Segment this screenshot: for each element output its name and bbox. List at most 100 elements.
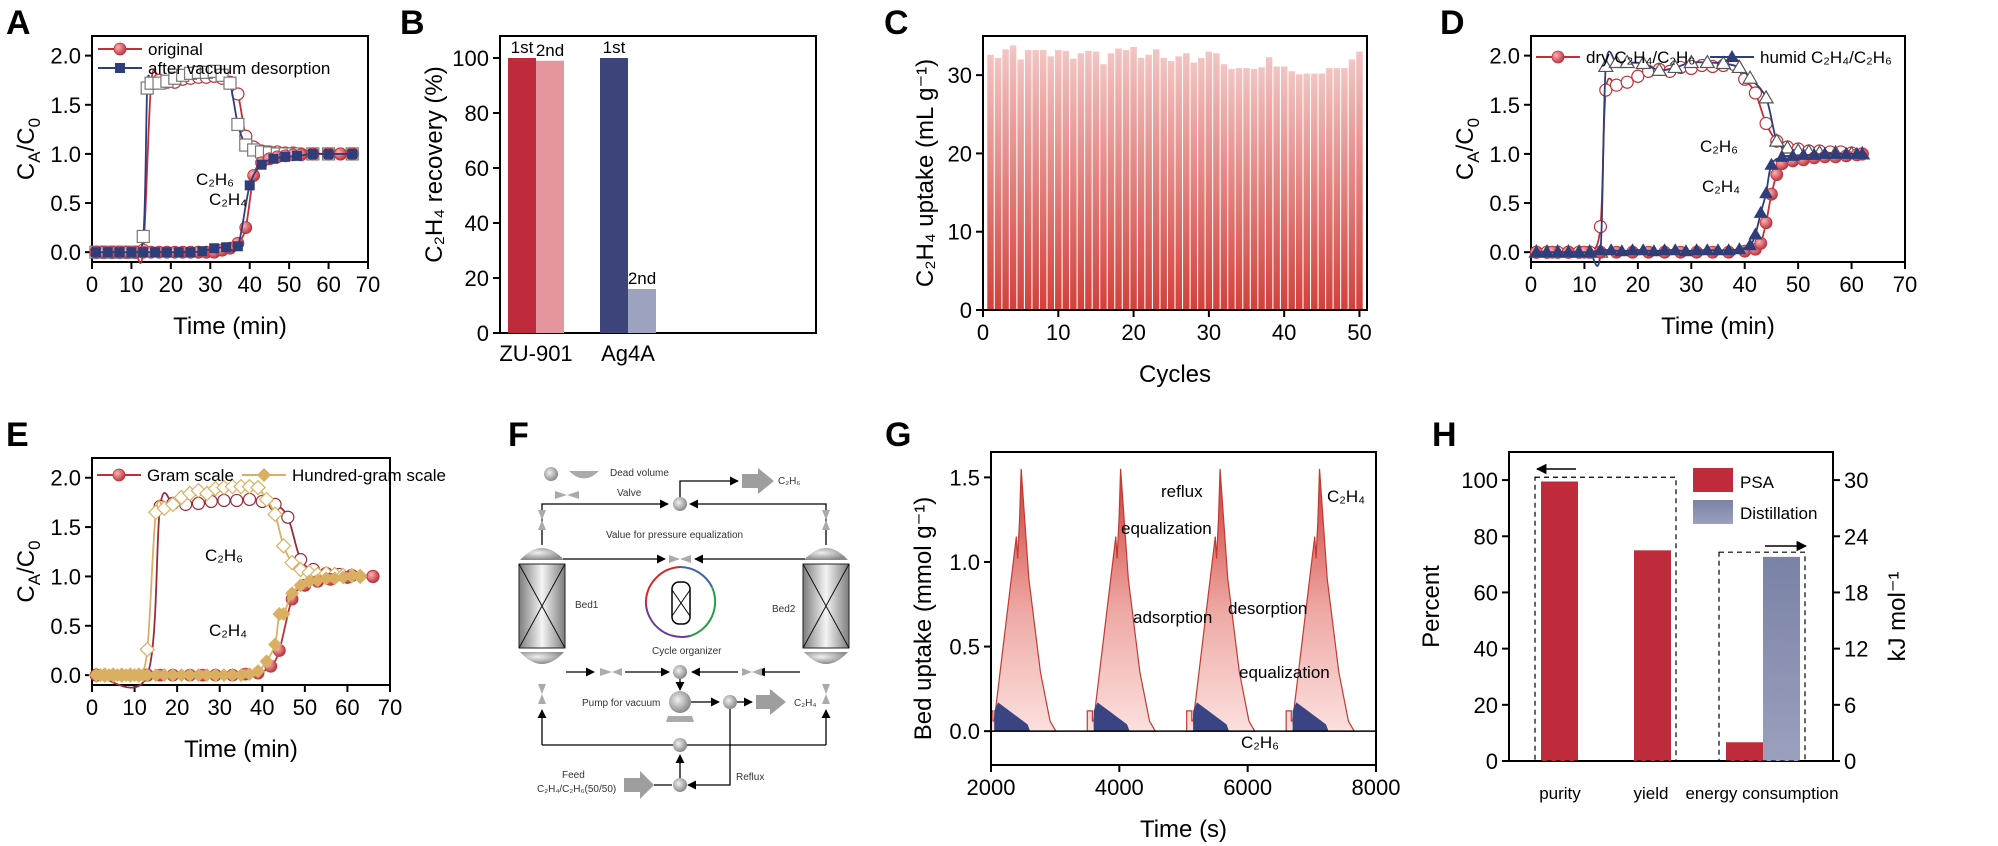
panel-f-psa-process-diagram: Dead volume Valve C₂H₆ Value for pressur…	[518, 467, 850, 799]
x-tick-label: 10	[119, 272, 143, 297]
data-point	[353, 569, 368, 584]
annotation-equalization-top: equalization	[1121, 519, 1212, 538]
y-tick-label: 0.5	[50, 614, 81, 639]
panel-e-scale-chart: 0 10 20 30 40 50 60 70 0.0 0.5 1.0 1.5 2.0 CA/C0 Time …	[13, 457, 446, 763]
bar	[1198, 57, 1205, 310]
bar	[1085, 50, 1092, 310]
bar	[1100, 64, 1107, 310]
data-point	[1759, 216, 1773, 230]
data-point	[1668, 243, 1683, 256]
data-point	[148, 668, 163, 683]
data-point	[173, 247, 184, 258]
data-point	[366, 570, 380, 583]
x-tick-label: 50	[293, 695, 317, 720]
x-tick-label: 40	[1732, 272, 1756, 297]
bar	[1160, 57, 1167, 310]
y-tick-label: 2.0	[50, 466, 81, 491]
label-c2h6-out: C₂H₆	[778, 476, 800, 487]
legend-swatch-distillation	[1693, 500, 1733, 524]
c2h4-cycle-area	[991, 468, 1057, 732]
annotation-adsorption: adsorption	[1133, 608, 1212, 627]
bar	[1220, 64, 1228, 310]
x-tick-label: 0	[86, 272, 98, 297]
x-tick-label: 40	[237, 272, 261, 297]
annotation-c2h4: C₂H₄	[209, 621, 247, 640]
x-tick-label: 0	[86, 695, 98, 720]
cycle-organizer-icon	[671, 581, 691, 625]
bar	[1070, 58, 1077, 311]
annotation-c2h6: C₂H₆	[1700, 137, 1738, 156]
x-tick-label: 4000	[1095, 775, 1144, 800]
y-tick-label: 100	[452, 46, 489, 71]
data-point	[140, 668, 155, 683]
x-tick-label: 20	[165, 695, 189, 720]
data-point	[231, 117, 245, 132]
x-tick-label: 20	[1626, 272, 1650, 297]
plot-frame	[91, 35, 369, 263]
data-point	[1646, 244, 1661, 257]
bar	[1039, 50, 1047, 310]
data-point	[1779, 139, 1796, 154]
label-pressure-equalization: Value for pressure equalization	[606, 530, 743, 541]
y-right-tick-label: 12	[1844, 637, 1868, 662]
data-point	[259, 654, 274, 669]
data-point	[1758, 89, 1775, 104]
x-tick-label: 2000	[967, 775, 1016, 800]
data-point	[1753, 205, 1768, 218]
y-tick-label: 1.5	[50, 93, 81, 118]
data-point	[1807, 147, 1822, 160]
c2h6-output-arrow-icon	[742, 468, 774, 494]
data-point	[102, 247, 113, 258]
dashed-group-left	[1534, 476, 1677, 762]
y-tick-label: 40	[465, 211, 489, 236]
y-tick-label: 0.0	[949, 719, 980, 744]
panel-letter-c: C	[884, 4, 909, 42]
bar-data-label: 2nd	[628, 269, 656, 288]
plot-area	[991, 468, 1376, 732]
bar	[1167, 61, 1175, 311]
y-tick-label: 10	[948, 220, 972, 245]
data-point	[347, 148, 358, 159]
data-point	[267, 506, 283, 523]
data-point	[1635, 55, 1652, 70]
data-point	[1759, 116, 1773, 131]
annotation-c2h4: C₂H₄	[209, 190, 247, 209]
data-point	[1775, 149, 1790, 162]
y-tick-label: 0.0	[50, 663, 81, 688]
junction-top-icon	[673, 497, 687, 511]
data-point	[281, 510, 295, 524]
data-point	[1572, 245, 1587, 258]
y-tick-label: 0.5	[1489, 191, 1520, 216]
bar	[987, 54, 994, 310]
data-point	[1759, 186, 1774, 199]
bar	[1311, 73, 1318, 310]
data-point	[250, 479, 266, 496]
panel-letter-d: D	[1440, 4, 1465, 42]
bar	[1107, 53, 1115, 310]
data-point	[323, 148, 334, 159]
legend-label-0: dry C₂H₄/C₂H₆	[1586, 48, 1695, 67]
x-axis-label: Cycles	[1139, 361, 1211, 388]
plot-frame	[1530, 35, 1906, 263]
y-right-tick-label: 0	[1844, 749, 1856, 774]
data-point	[268, 637, 283, 652]
y-tick-label: 0	[960, 298, 972, 323]
data-point	[223, 76, 237, 90]
data-point	[1608, 54, 1625, 69]
data-point	[327, 571, 342, 586]
data-point	[138, 247, 149, 258]
legend-marker	[1725, 50, 1739, 62]
data-point	[1743, 238, 1758, 251]
data-point	[230, 493, 244, 508]
legend-label-0: Gram scale	[147, 466, 234, 485]
y-tick-label: 1.0	[949, 550, 980, 575]
data-point	[1715, 55, 1732, 70]
dead-volume-sphere-icon	[544, 467, 558, 481]
y-axis-label: C₂H₄ recovery (%)	[421, 66, 448, 262]
y-tick-label: 20	[465, 266, 489, 291]
bar	[1009, 45, 1017, 310]
annotation-c2h4: C₂H₄	[1702, 177, 1740, 196]
bar	[1235, 68, 1243, 311]
bar	[1055, 50, 1062, 310]
y-tick-label: 1.0	[50, 142, 81, 167]
